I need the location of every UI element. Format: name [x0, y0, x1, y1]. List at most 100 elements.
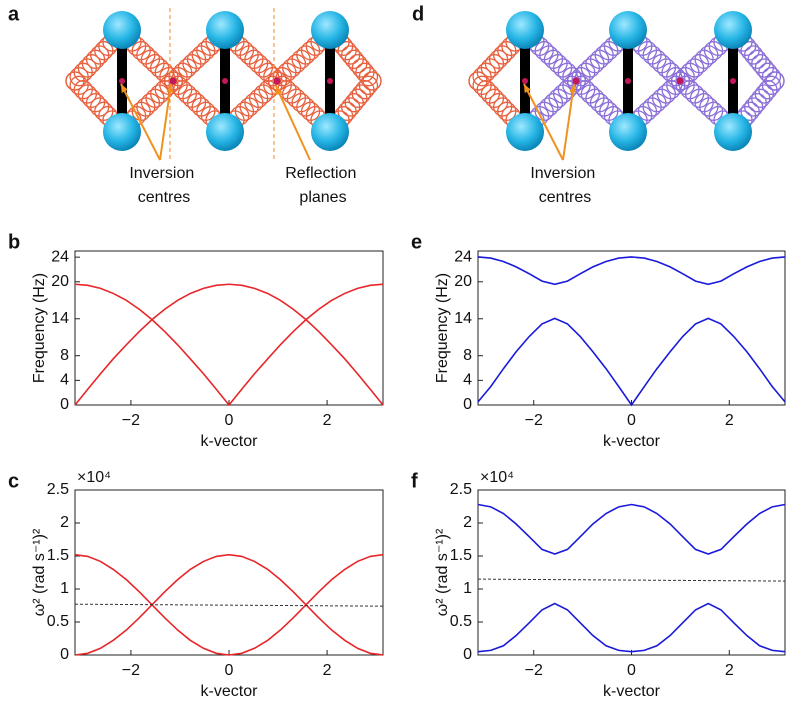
- annotation-line: planes: [299, 189, 346, 206]
- plot-frame: [74, 489, 384, 656]
- series-line: [74, 283, 384, 407]
- y-tick-label: 8: [463, 347, 472, 364]
- spring-coil: [358, 67, 379, 87]
- diagram-d: [468, 11, 785, 161]
- y-tick-label: 4: [463, 372, 472, 389]
- inversion-centre: [222, 78, 228, 84]
- panel-label: a: [8, 3, 20, 25]
- y-tick-label: 0: [60, 646, 69, 663]
- annotation-line: Inversion: [129, 165, 194, 182]
- spring-coil: [761, 67, 782, 87]
- arrow: [159, 83, 172, 161]
- y-tick-label: 0.5: [450, 613, 472, 630]
- x-tick-label: 2: [725, 662, 734, 679]
- x-axis-label: k-vector: [201, 683, 259, 700]
- arrow: [275, 85, 311, 161]
- mass: [311, 113, 349, 151]
- y-tick-label: 2.5: [47, 481, 69, 498]
- chart: c 0 0.5 1 1.5 2 2.5 −2 0 2 k-vector ω² (rad s⁻¹)² ×1…: [8, 469, 384, 700]
- x-tick-label: −2: [525, 412, 543, 429]
- arrow-head: [524, 84, 531, 93]
- mass: [311, 11, 349, 49]
- mass: [609, 11, 647, 49]
- reference-line: [74, 603, 384, 607]
- plot-frame: [477, 489, 786, 656]
- y-tick-label: 1.5: [47, 547, 69, 564]
- y-tick-label: 0: [60, 396, 69, 413]
- y-tick-label: 2: [60, 514, 69, 531]
- series-line: [477, 256, 786, 286]
- y-tick-label: 20: [454, 273, 472, 290]
- x-tick-label: 0: [627, 662, 636, 679]
- y-tick-label: 14: [454, 310, 472, 327]
- scale-label: ×10⁴: [77, 469, 111, 486]
- inversion-centre: [522, 78, 528, 84]
- annotation-line: centres: [539, 189, 591, 206]
- series-line: [477, 503, 786, 555]
- annotation: Reflection planes: [285, 165, 361, 206]
- plot-frame: [74, 250, 384, 406]
- x-tick-label: 2: [725, 412, 734, 429]
- spring-coil: [358, 75, 379, 95]
- y-tick-label: 0.5: [47, 613, 69, 630]
- spring-coil: [765, 71, 785, 91]
- spring-coil: [761, 75, 782, 95]
- y-tick-label: 2.5: [450, 481, 472, 498]
- inversion-centre: [169, 77, 177, 85]
- mass: [714, 113, 752, 151]
- x-tick-label: 2: [323, 662, 332, 679]
- y-tick-label: 14: [51, 310, 69, 327]
- x-tick-label: 2: [323, 412, 332, 429]
- arrow: [523, 83, 564, 161]
- y-axis-label: ω² (rad s⁻¹)²: [434, 528, 451, 616]
- chart: f 0 0.5 1 1.5 2 2.5 −2 0 2 k-vector ω² (rad s⁻¹)² ×1…: [411, 469, 786, 700]
- y-tick-label: 1.5: [450, 547, 472, 564]
- y-axis-label: ω² (rad s⁻¹)²: [31, 528, 48, 616]
- diagram-a: [65, 8, 382, 161]
- x-tick-label: 0: [627, 412, 636, 429]
- mass: [609, 113, 647, 151]
- inversion-centre: [730, 78, 736, 84]
- mass: [103, 11, 141, 49]
- chart: e 0 4 8 14 20 24 −2 0 2 k-vector Frequency (Hz): [411, 231, 786, 450]
- arrow-head: [121, 84, 128, 93]
- series-line: [477, 317, 786, 407]
- inversion-centre: [273, 77, 281, 85]
- annotation-line: centres: [138, 189, 190, 206]
- y-tick-label: 24: [454, 248, 472, 265]
- y-tick-label: 1: [463, 580, 472, 597]
- x-tick-label: 0: [225, 412, 234, 429]
- mass: [506, 113, 544, 151]
- mass: [103, 113, 141, 151]
- x-tick-label: −2: [525, 662, 543, 679]
- series-line: [477, 602, 786, 653]
- annotation-line: Inversion: [530, 165, 595, 182]
- plot-frame: [477, 250, 786, 406]
- y-tick-label: 20: [51, 273, 69, 290]
- arrow: [562, 83, 575, 161]
- inversion-centre: [119, 78, 125, 84]
- x-axis-label: k-vector: [603, 433, 661, 450]
- arrow-head: [276, 86, 283, 95]
- arrow-head: [166, 84, 174, 93]
- series-line: [74, 553, 384, 656]
- x-axis-label: k-vector: [201, 433, 259, 450]
- y-tick-label: 8: [60, 347, 69, 364]
- panel-label: e: [411, 231, 422, 253]
- panel-label: f: [411, 470, 418, 492]
- x-tick-label: 0: [225, 662, 234, 679]
- y-tick-label: 1: [60, 580, 69, 597]
- mass: [714, 11, 752, 49]
- annotation-line: Reflection: [285, 165, 356, 182]
- y-axis-label: Frequency (Hz): [31, 273, 48, 383]
- series-line: [74, 283, 384, 406]
- annotation: Inversion centres: [530, 165, 599, 206]
- mass: [206, 11, 244, 49]
- y-tick-label: 4: [60, 372, 69, 389]
- series-line: [74, 553, 384, 656]
- inversion-centre: [676, 77, 684, 85]
- panel-label: c: [8, 470, 19, 492]
- y-tick-label: 0: [463, 396, 472, 413]
- arrow-head: [569, 84, 577, 93]
